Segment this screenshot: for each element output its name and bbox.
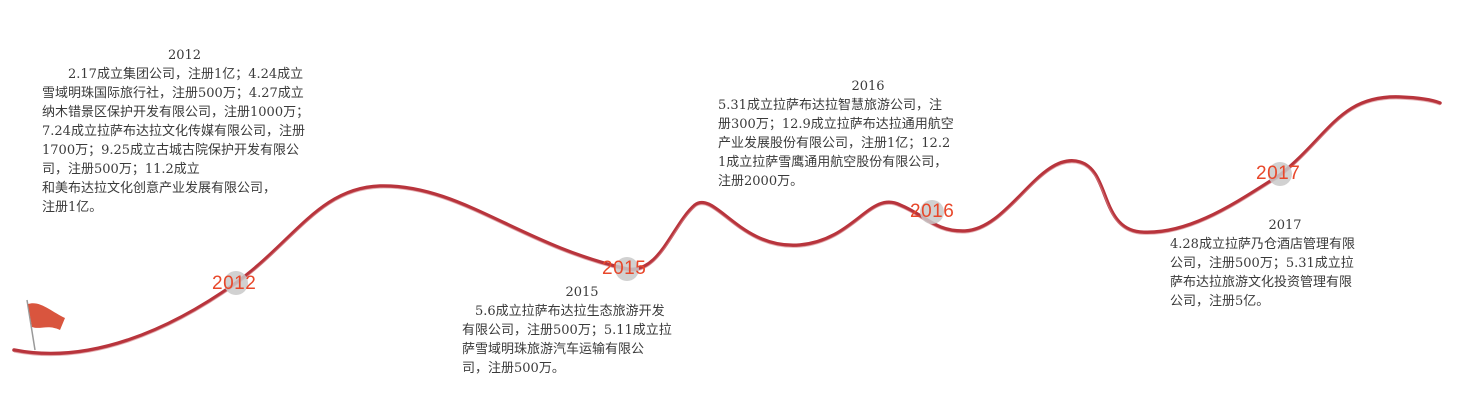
red-flag-icon — [26, 299, 65, 351]
milestone-label-2017: 2017 — [1256, 163, 1301, 184]
milestone-label-2015: 2015 — [602, 258, 647, 279]
event-year: 2015 — [565, 285, 599, 300]
event-text: 5.31成立拉萨布达拉智慧旅游公司，注 册300万；12.9成立拉萨布达拉通用航… — [718, 98, 954, 189]
event-block-2016: 2016 5.31成立拉萨布达拉智慧旅游公司，注 册300万；12.9成立拉萨布… — [718, 77, 1018, 191]
event-text: 5.6成立拉萨布达拉生态旅游开发 有限公司，注册500万；5.11成立拉 萨雪域… — [462, 304, 672, 376]
milestone-dot-2016 — [920, 200, 944, 224]
milestone-label-2016: 2016 — [910, 201, 955, 222]
event-year: 2012 — [167, 48, 202, 63]
event-block-2015: 2015 5.6成立拉萨布达拉生态旅游开发 有限公司，注册500万；5.11成立… — [462, 283, 732, 378]
event-year: 2017 — [1268, 218, 1302, 233]
event-block-2017: 2017 4.28成立拉萨乃仓酒店管理有限 公司，注册500万；5.31成立拉 … — [1170, 216, 1420, 311]
milestone-dot-2017 — [1268, 162, 1292, 186]
milestone-dot-2012 — [224, 271, 248, 295]
event-block-2012: 2012 2.17成立集团公司，注册1亿；4.24成立 雪域明珠国际旅行社，注册… — [42, 46, 387, 217]
milestone-label-2012: 2012 — [212, 273, 257, 294]
event-year: 2016 — [851, 79, 885, 94]
timeline-path — [12, 95, 1442, 356]
milestone-dot-2015 — [615, 257, 639, 281]
event-text: 4.28成立拉萨乃仓酒店管理有限 公司，注册500万；5.31成立拉 萨布达拉旅… — [1170, 237, 1355, 309]
event-text: 2.17成立集团公司，注册1亿；4.24成立 雪域明珠国际旅行社，注册500万；… — [42, 67, 310, 215]
timeline-path-shadow — [13, 98, 1441, 357]
